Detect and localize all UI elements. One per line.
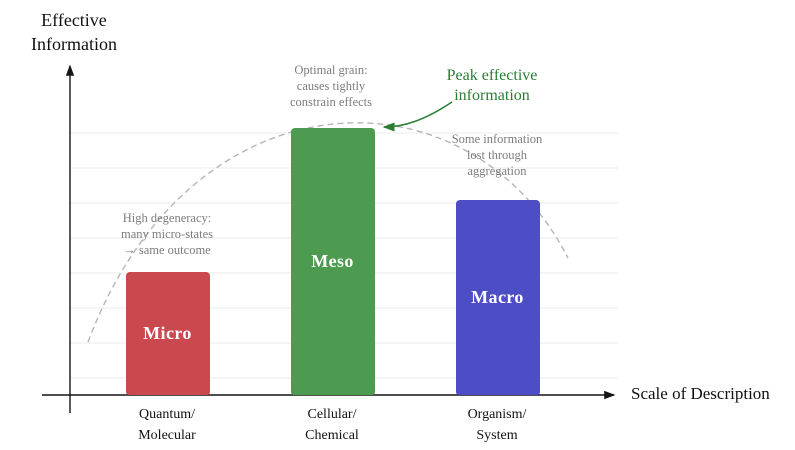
- annotation-line: aggregation: [467, 164, 527, 178]
- x-tick-line: Molecular: [138, 428, 196, 443]
- annotation-line: many micro-states: [121, 227, 213, 241]
- annotation-line: Peak effective: [446, 67, 538, 84]
- x-axis-title: Scale of Description: [631, 384, 770, 403]
- annotation-line: constrain effects: [289, 95, 373, 109]
- annotation-peak-effective-information: Peak effective information: [407, 66, 577, 106]
- annotation-high-degeneracy: High degeneracy: many micro-states → sam…: [92, 210, 242, 258]
- bar-macro-label: Macro: [471, 287, 524, 307]
- y-axis-title-line-1: Effective: [41, 10, 107, 30]
- annotation-line: High degeneracy:: [122, 211, 212, 225]
- annotation-line: information: [454, 87, 530, 104]
- y-axis-title-line-2: Information: [31, 34, 117, 54]
- annotation-line: Optimal grain:: [294, 63, 368, 77]
- x-tick-cellular-chemical: Cellular/ Chemical: [272, 404, 392, 446]
- y-axis-title: Effective Information: [8, 8, 140, 56]
- x-tick-organism-system: Organism/ System: [437, 404, 557, 446]
- annotation-optimal-grain: Optimal grain: causes tightly constrain …: [256, 62, 406, 110]
- annotation-line: Some information: [451, 132, 543, 146]
- x-tick-line: Chemical: [305, 428, 359, 443]
- x-tick-quantum-molecular: Quantum/ Molecular: [107, 404, 227, 446]
- bar-macro: Macro: [455, 200, 540, 395]
- x-tick-line: Cellular/: [307, 407, 357, 422]
- x-tick-line: Quantum/: [139, 407, 195, 422]
- x-tick-line: System: [476, 428, 518, 443]
- annotation-line: causes tightly: [296, 79, 366, 93]
- bar-micro-label: Micro: [143, 323, 192, 343]
- bar-micro: Micro: [125, 272, 210, 395]
- trend-curve: [87, 122, 569, 343]
- peak-annotation-arrow-icon: [382, 101, 453, 132]
- annotation-line: → same outcome: [123, 243, 211, 257]
- x-tick-line: Organism/: [467, 407, 527, 422]
- annotation-aggregation-loss: Some information lost through aggregatio…: [422, 131, 572, 179]
- annotation-line: lost through: [466, 148, 528, 162]
- bar-meso: Meso: [290, 128, 375, 395]
- bar-meso-label: Meso: [311, 251, 354, 271]
